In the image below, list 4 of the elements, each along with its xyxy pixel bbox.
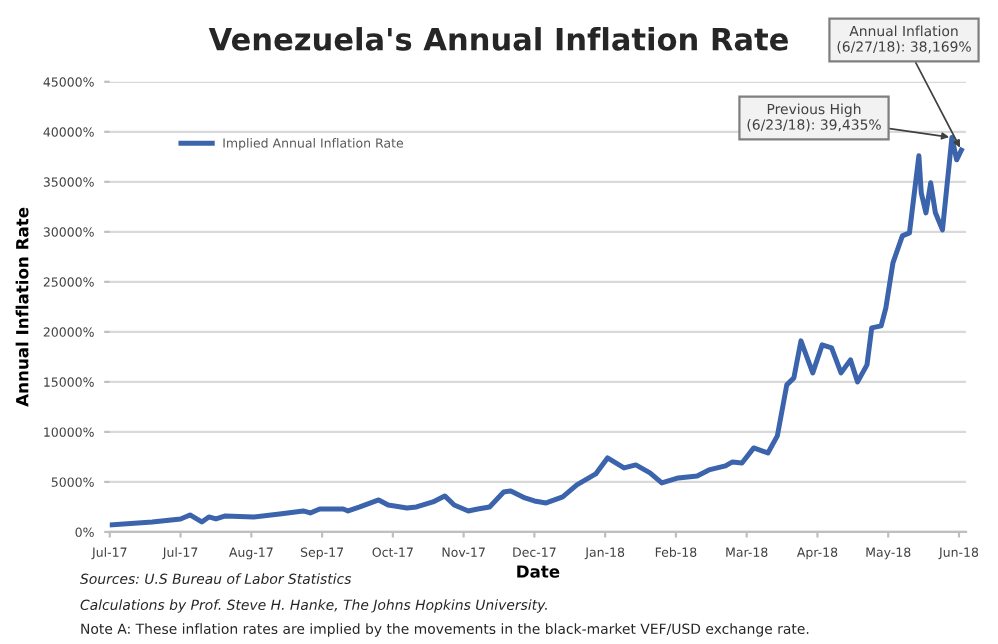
line-series <box>109 134 964 528</box>
chart-title: Venezuela's Annual Inflation Rate <box>208 27 788 51</box>
y-axis-title: Annual Inflation Rate <box>15 207 29 407</box>
x-axis-title: Date <box>517 565 560 578</box>
